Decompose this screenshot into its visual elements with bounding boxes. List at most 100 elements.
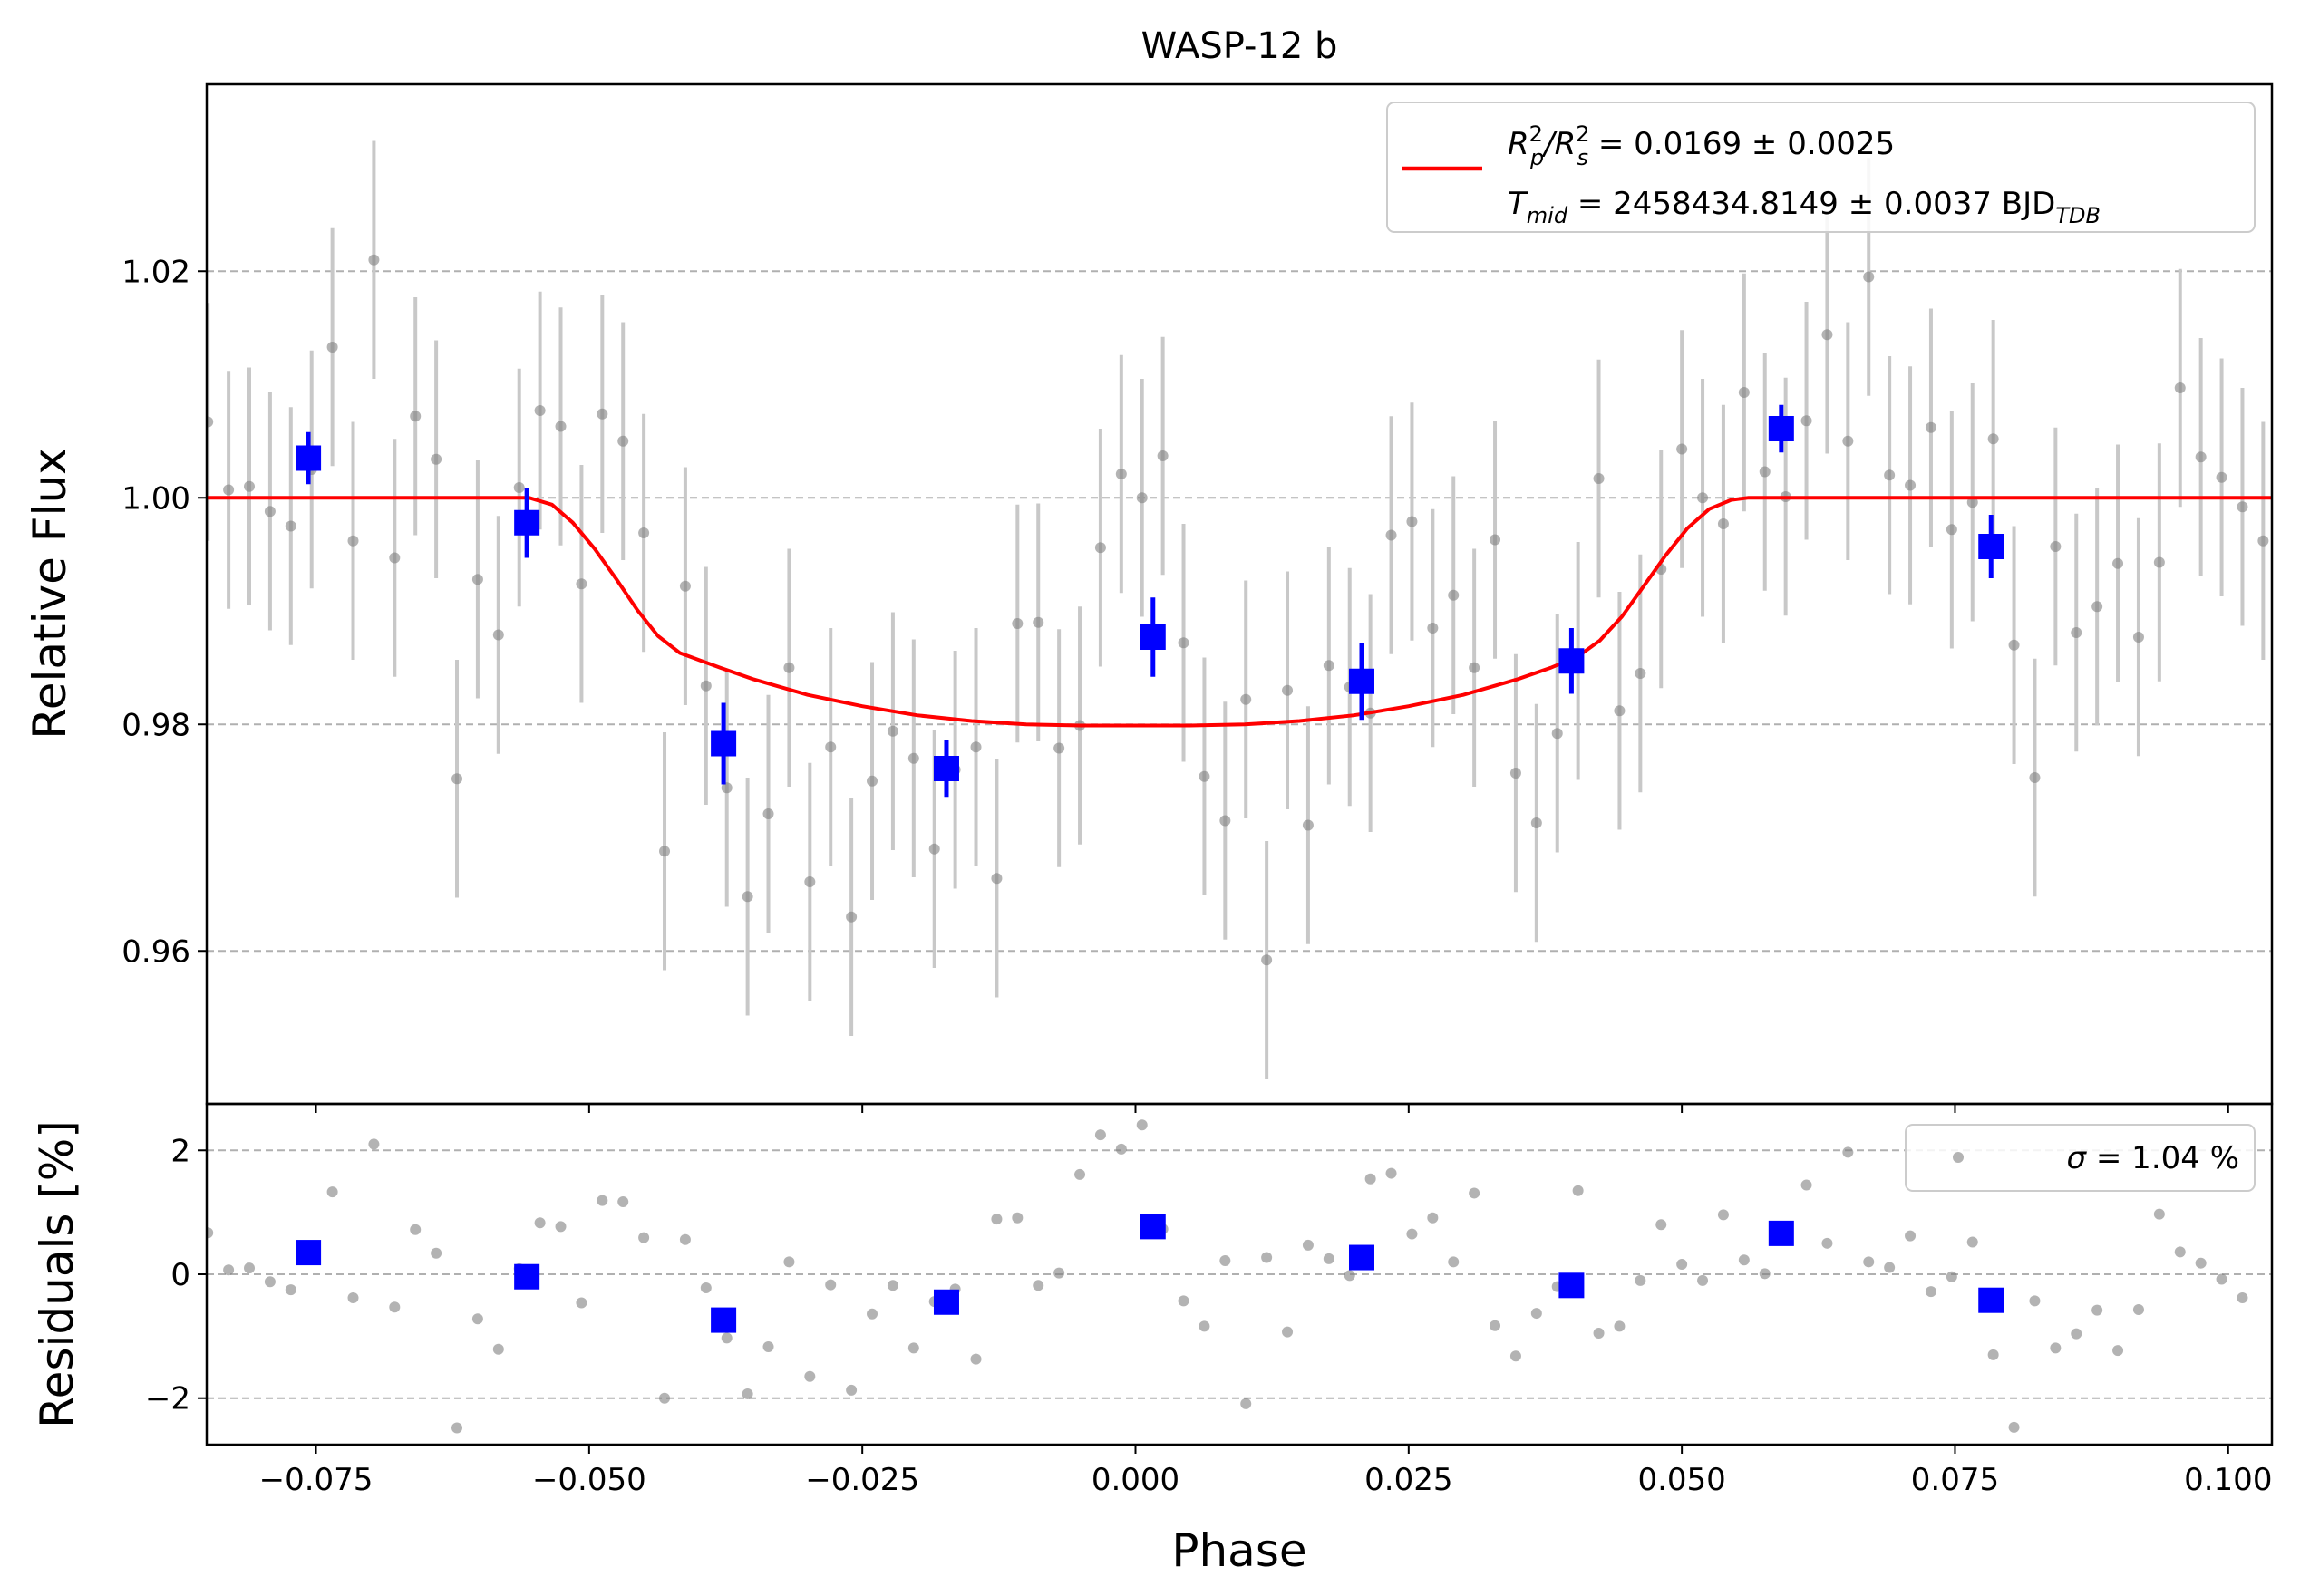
main-y-tick-label: 1.02 — [121, 254, 190, 290]
data-point — [1490, 534, 1501, 546]
data-point — [431, 453, 442, 465]
residual-point — [410, 1224, 422, 1235]
data-point — [1282, 684, 1294, 696]
data-point — [597, 408, 608, 420]
residual-point — [1385, 1167, 1397, 1179]
x-tick-label: 0.075 — [1911, 1462, 1999, 1498]
residual-point — [991, 1214, 1003, 1225]
residual-point — [1966, 1236, 1978, 1248]
data-point — [1530, 817, 1542, 828]
binned-residual-point — [1558, 1272, 1585, 1299]
residual-point — [2132, 1303, 2144, 1315]
data-point — [2029, 772, 2041, 783]
data-point — [1946, 524, 1957, 536]
residuals-legend: σ = 1.04 % — [1905, 1124, 2256, 1192]
main-y-tick-label: 1.00 — [121, 480, 190, 517]
residual-point — [1821, 1237, 1833, 1249]
data-point — [1676, 443, 1688, 455]
binned-point — [933, 756, 959, 781]
data-point — [2153, 556, 2165, 568]
residuals-y-tick-label: 2 — [170, 1133, 190, 1169]
residual-point — [368, 1138, 380, 1150]
legend-mid-transit-time: Tmid = 2458434.8149 ± 0.0037 BJDTDB — [1508, 186, 2101, 228]
residual-point — [1905, 1230, 1917, 1242]
data-point — [1053, 742, 1065, 754]
binned-point — [711, 730, 737, 757]
data-point — [2112, 557, 2124, 569]
binned-point — [1140, 624, 1166, 650]
residual-point — [1469, 1187, 1480, 1199]
residual-point — [555, 1221, 567, 1233]
x-tick-label: 0.000 — [1092, 1462, 1179, 1498]
data-point — [1323, 660, 1334, 672]
binned-residual-point — [1140, 1214, 1166, 1240]
residual-point — [1302, 1239, 1314, 1251]
data-point — [1966, 497, 1978, 508]
residual-point — [264, 1276, 276, 1288]
data-point — [1759, 466, 1771, 478]
data-point — [347, 535, 359, 547]
residual-point — [1593, 1327, 1605, 1339]
data-point — [1884, 469, 1896, 481]
data-point — [867, 775, 878, 787]
binned-residual-point — [514, 1263, 540, 1290]
data-point — [1842, 435, 1854, 447]
residual-point — [1053, 1267, 1065, 1279]
residual-point — [207, 1227, 214, 1239]
data-point — [2195, 451, 2207, 463]
data-point — [1863, 271, 1875, 283]
data-point — [679, 580, 691, 592]
residuals-binned-points — [296, 1214, 2004, 1333]
data-point — [1800, 415, 1812, 427]
residual-point — [326, 1186, 338, 1198]
main-gridlines — [207, 270, 2272, 953]
residual-point — [1364, 1173, 1376, 1185]
data-point — [285, 520, 296, 532]
main-legend: R2 p/R2 s = 0.0169 ± 0.0025 Tmid = 2458434… — [1386, 102, 2256, 233]
residual-point — [1635, 1274, 1646, 1286]
binned-residual-point — [296, 1240, 322, 1266]
residual-point — [451, 1422, 463, 1434]
data-point — [2237, 501, 2248, 513]
residual-point — [1448, 1256, 1460, 1268]
data-point — [576, 578, 587, 590]
residual-point — [1490, 1320, 1501, 1331]
binned-residual-point — [1768, 1220, 1794, 1246]
residual-point — [617, 1196, 629, 1208]
residual-point — [1697, 1274, 1709, 1286]
residual-point — [1738, 1254, 1750, 1266]
residual-point — [867, 1308, 878, 1320]
residual-point — [1344, 1270, 1355, 1282]
residual-point — [2216, 1273, 2227, 1285]
residual-point — [2029, 1295, 2041, 1307]
data-point — [1614, 705, 1626, 717]
data-point — [2091, 601, 2103, 613]
data-point — [1987, 433, 1999, 445]
residual-point — [389, 1301, 401, 1313]
residual-point — [1884, 1262, 1896, 1273]
data-point — [1406, 516, 1418, 527]
data-point — [1717, 518, 1729, 529]
residual-point — [970, 1353, 982, 1365]
x-tick-label: 0.050 — [1637, 1462, 1725, 1498]
transit-model-layer — [207, 496, 2272, 728]
residual-point — [1676, 1259, 1688, 1271]
data-point — [1302, 819, 1314, 831]
residual-point — [1427, 1212, 1439, 1224]
residual-point — [804, 1370, 816, 1382]
residual-point — [1323, 1253, 1334, 1264]
residual-point — [1282, 1326, 1294, 1338]
data-point — [2257, 535, 2269, 547]
residual-point — [679, 1233, 691, 1245]
data-point — [1012, 618, 1024, 629]
residual-point — [2237, 1291, 2248, 1303]
main-panel: 0.96 0.98 1.00 1.02 Relative Flux R2 p/R2 s =… — [24, 82, 2274, 1113]
data-point — [513, 482, 525, 493]
data-point — [1551, 728, 1563, 740]
data-point — [1469, 662, 1480, 673]
residual-point — [2008, 1421, 2020, 1433]
residual-point — [2112, 1345, 2124, 1357]
residual-point — [659, 1392, 671, 1404]
x-tick-label: −0.075 — [259, 1462, 374, 1498]
